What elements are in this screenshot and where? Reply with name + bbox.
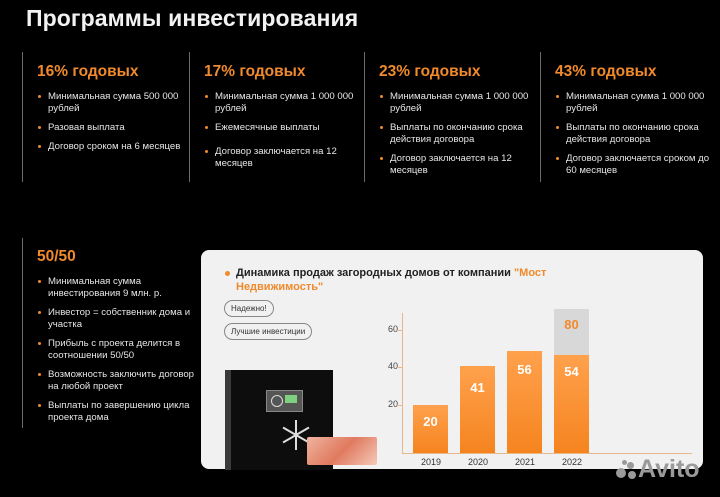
feature-item: Выплаты по окончанию срока действия дого…: [379, 122, 539, 146]
bullet-icon: [225, 271, 230, 276]
bar-chart: 60 40 20 20 41 56 80 54 2019 2020 2021 2…: [366, 305, 696, 467]
avito-watermark: Avito: [616, 455, 700, 484]
banknotes-illustration: [307, 437, 377, 465]
feature-item: Прибыль с проекта делится в соотношении …: [37, 338, 202, 362]
bar-2019: 20: [413, 405, 448, 453]
y-tick: 20: [388, 399, 399, 409]
feature-item: Договор заключается сроком до 60 месяцев: [555, 153, 715, 177]
tag-best-investments: Лучшие инвестиции: [224, 323, 313, 340]
program-features: Минимальная сумма 1 000 000 рублей Выпла…: [379, 91, 539, 177]
program-features: Минимальная сумма 1 000 000 рублей Выпла…: [555, 91, 715, 177]
program-rate: 43% годовых: [555, 63, 657, 80]
feature-item: Минимальная сумма 1 000 000 рублей: [204, 91, 354, 115]
feature-item: Договор заключается на 12 месяцев: [204, 146, 354, 170]
keypad-icon: [266, 390, 303, 412]
feature-item: Минимальная сумма 1 000 000 рублей: [379, 91, 539, 115]
feature-item: Договор сроком на 6 месяцев: [37, 141, 187, 153]
feature-item: Возможность заключить договор на любой п…: [37, 369, 202, 393]
x-label: 2022: [561, 457, 583, 467]
y-axis: [402, 313, 403, 453]
feature-item: Минимальная сумма инвестирования 9 млн. …: [37, 276, 202, 300]
chart-title: Динамика продаж загородных домов от комп…: [225, 266, 596, 294]
y-tick: 60: [388, 324, 399, 334]
program-card-17: 17% годовых Минимальная сумма 1 000 000 …: [189, 52, 354, 182]
tick-mark: [397, 330, 402, 331]
feature-item: Выплаты по окончанию срока действия дого…: [555, 122, 715, 146]
tick-mark: [397, 405, 402, 406]
program-features: Минимальная сумма 1 000 000 рублей Ежеме…: [204, 91, 354, 170]
feature-item: Ежемесячные выплаты: [204, 122, 354, 134]
program-card-16: 16% годовых Минимальная сумма 500 000 ру…: [22, 52, 187, 182]
program-features: Минимальная сумма 500 000 рублей Разовая…: [37, 91, 187, 153]
x-label: 2021: [514, 457, 536, 467]
feature-item: Минимальная сумма 1 000 000 рублей: [555, 91, 715, 115]
feature-item: Инвестор = собственник дома и участка: [37, 307, 202, 331]
avito-logo-icon: [616, 460, 638, 480]
program-rate: 17% годовых: [204, 63, 306, 80]
partnership-title: 50/50: [37, 248, 76, 265]
bar-2021: 56: [507, 351, 542, 453]
feature-item: Разовая выплата: [37, 122, 187, 134]
tag-reliable: Надежно!: [224, 300, 274, 317]
y-tick: 40: [388, 361, 399, 371]
bar-2022: 54: [554, 355, 589, 453]
program-card-43: 43% годовых Минимальная сумма 1 000 000 …: [540, 52, 715, 182]
x-axis: [402, 453, 692, 454]
dial-icon: [271, 395, 283, 407]
feature-item: Минимальная сумма 500 000 рублей: [37, 91, 187, 115]
program-card-23: 23% годовых Минимальная сумма 1 000 000 …: [364, 52, 539, 182]
display-icon: [285, 395, 297, 403]
partnership-card: 50/50 Минимальная сумма инвестирования 9…: [22, 238, 202, 428]
company-name: "Мост Недвижимость": [236, 267, 547, 293]
tick-mark: [397, 367, 402, 368]
feature-item: Договор заключается на 12 месяцев: [379, 153, 539, 177]
handle-wheel-icon: [281, 420, 311, 450]
bar-2022-target: 80: [554, 309, 589, 355]
x-label: 2019: [420, 457, 442, 467]
x-label: 2020: [467, 457, 489, 467]
partnership-features: Минимальная сумма инвестирования 9 млн. …: [37, 276, 202, 424]
page-title: Программы инвестирования: [26, 5, 359, 31]
bar-2020: 41: [460, 366, 495, 453]
program-rate: 16% годовых: [37, 63, 139, 80]
program-rate: 23% годовых: [379, 63, 481, 80]
feature-item: Выплаты по завершению цикла проекта дома: [37, 400, 202, 424]
